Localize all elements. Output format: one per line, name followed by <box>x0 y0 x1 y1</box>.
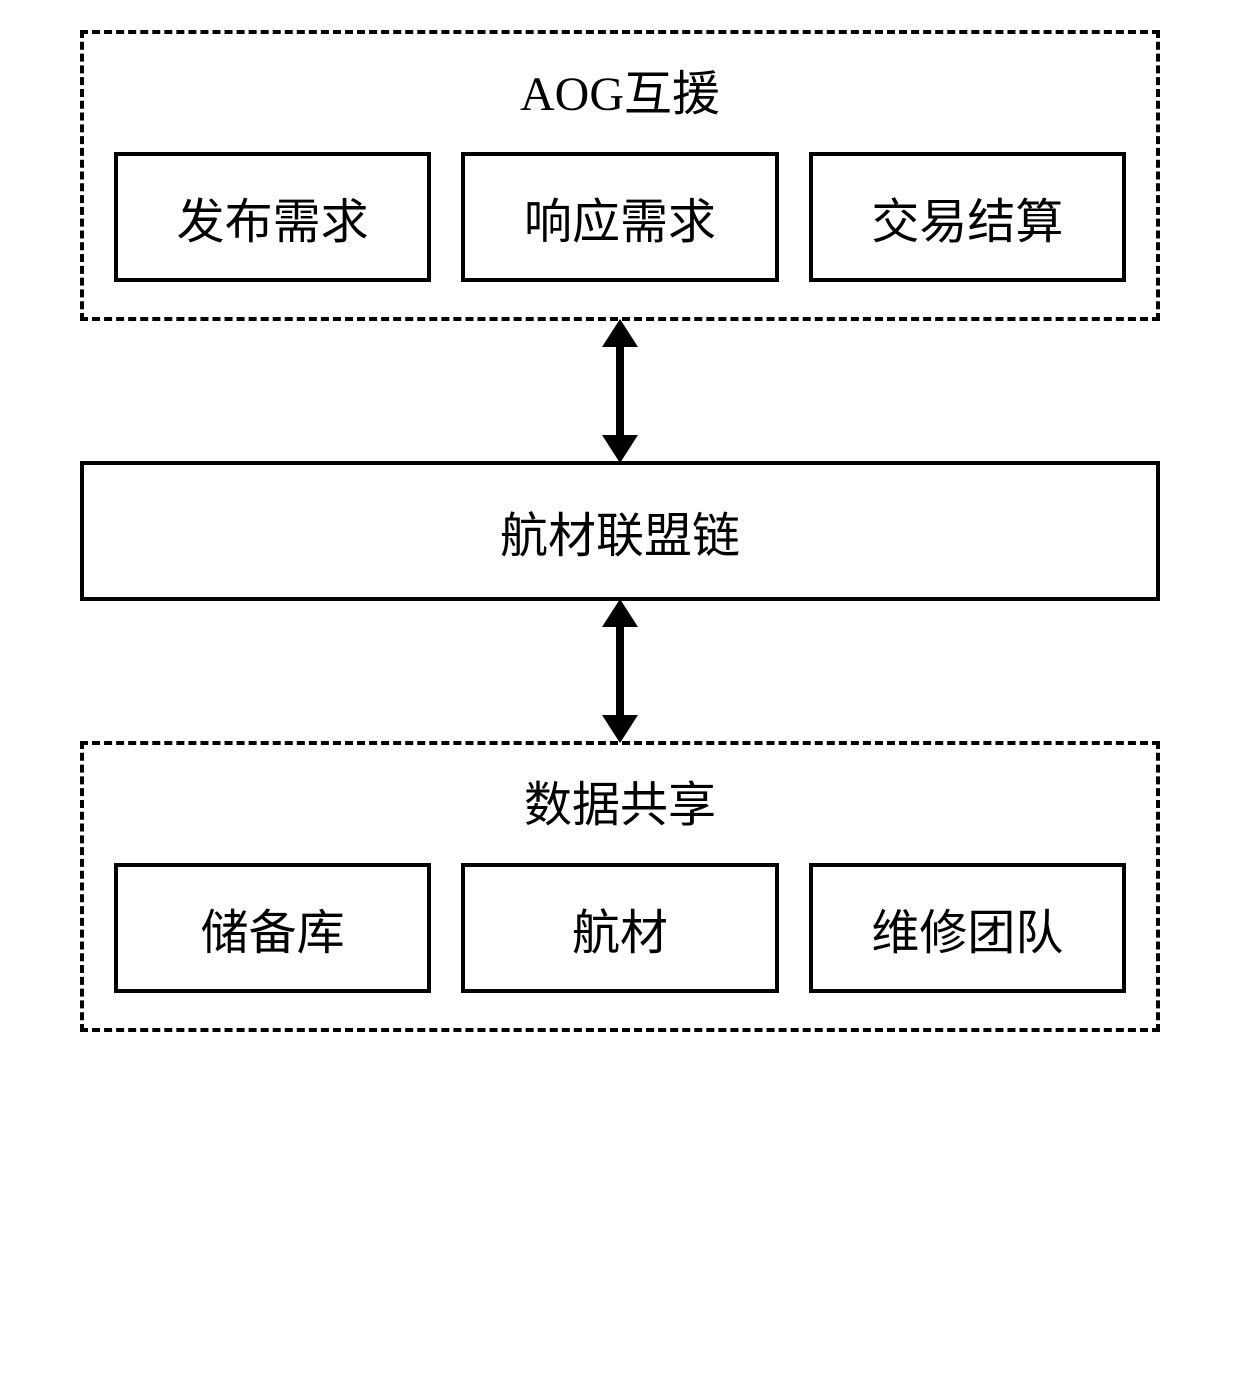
double-arrow-icon <box>616 341 624 441</box>
box-aviation-materials: 航材 <box>461 863 778 993</box>
arrow-bottom <box>80 601 1160 741</box>
box-reserve: 储备库 <box>114 863 431 993</box>
box-respond-demand: 响应需求 <box>461 152 778 282</box>
arrow-top <box>80 321 1160 461</box>
top-group-title: AOG互援 <box>114 54 1126 124</box>
center-box: 航材联盟链 <box>80 461 1160 601</box>
box-maintenance-team: 维修团队 <box>809 863 1126 993</box>
top-boxes-row: 发布需求 响应需求 交易结算 <box>114 152 1126 282</box>
bottom-group: 数据共享 储备库 航材 维修团队 <box>80 741 1160 1032</box>
top-group: AOG互援 发布需求 响应需求 交易结算 <box>80 30 1160 321</box>
box-transaction-settlement: 交易结算 <box>809 152 1126 282</box>
box-publish-demand: 发布需求 <box>114 152 431 282</box>
bottom-group-title: 数据共享 <box>114 765 1126 835</box>
diagram-container: AOG互援 发布需求 响应需求 交易结算 航材联盟链 数据共享 储备库 航材 维… <box>80 30 1160 1032</box>
bottom-boxes-row: 储备库 航材 维修团队 <box>114 863 1126 993</box>
double-arrow-icon <box>616 621 624 721</box>
